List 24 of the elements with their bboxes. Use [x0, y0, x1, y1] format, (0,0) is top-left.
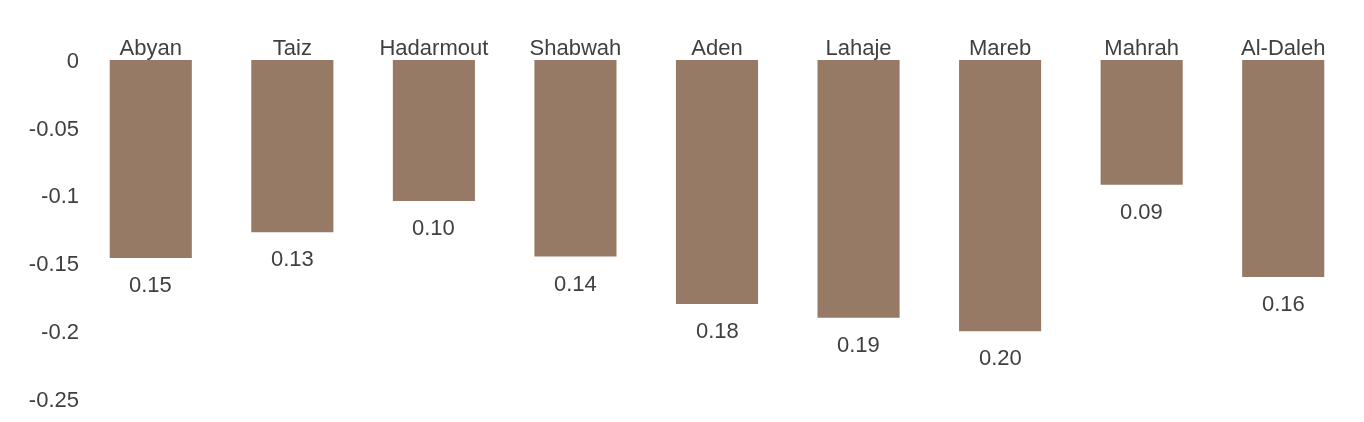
x-tick-label: Aden — [691, 34, 743, 60]
annotation: 0.09 — [1120, 199, 1163, 224]
annotation: 0.15 — [129, 272, 172, 297]
x-tick-label: Taiz — [272, 34, 312, 60]
x-tick-label: Abyan — [119, 34, 182, 60]
y-tick-label: -0.2 — [41, 318, 79, 344]
x-tick-label: Mahrah — [1104, 34, 1179, 60]
x-tick-label: Shabwah — [529, 34, 622, 60]
y-tick-label: -0.25 — [28, 386, 79, 412]
y-tick-label: -0.05 — [28, 115, 79, 141]
annotation: 0.14 — [554, 271, 597, 296]
y-tick-label: -0.1 — [41, 183, 79, 209]
x-tick-label: Hadarmout — [379, 34, 489, 60]
annotation: 0.10 — [412, 215, 455, 240]
annotation: 0.19 — [837, 332, 880, 357]
x-tick-label: Lahaje — [825, 34, 892, 60]
annotation: 0.13 — [271, 246, 314, 271]
annotation: 0.20 — [979, 345, 1022, 370]
annotation: 0.18 — [696, 318, 739, 343]
y-tick-label: 0 — [66, 47, 79, 73]
x-tick-label: Al-Daleh — [1241, 34, 1326, 60]
x-tick-label: Mareb — [968, 34, 1032, 60]
y-tick-label: -0.15 — [28, 251, 79, 277]
annotation: 0.16 — [1262, 291, 1305, 316]
